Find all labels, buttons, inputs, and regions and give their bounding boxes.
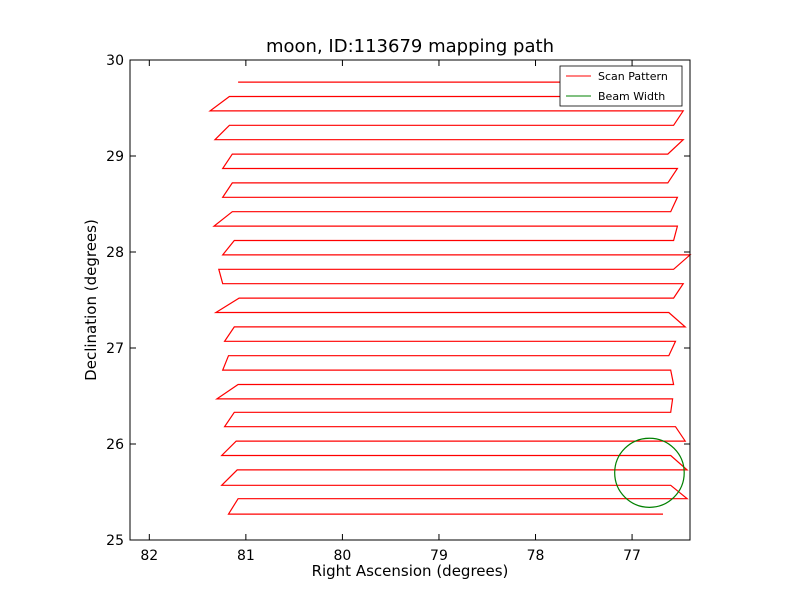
x-tick-label: 78 <box>527 548 545 564</box>
scan-pattern-line <box>208 81 692 515</box>
x-tick-label: 79 <box>430 548 448 564</box>
beam-width-circle <box>614 437 685 508</box>
legend: Scan Pattern Beam Width <box>559 65 683 107</box>
x-tick-label: 82 <box>140 548 158 564</box>
chart-title: moon, ID:113679 mapping path <box>266 36 554 57</box>
y-tick-label: 25 <box>106 533 124 549</box>
x-tick-label: 81 <box>237 548 255 564</box>
plot-frame <box>129 59 691 541</box>
data-layer <box>208 81 692 515</box>
x-tick-label: 77 <box>623 548 641 564</box>
y-tick-label: 26 <box>106 437 124 453</box>
y-tick-label: 29 <box>106 149 124 165</box>
legend-box <box>559 65 683 107</box>
legend-label-scan-pattern: Scan Pattern <box>598 70 668 83</box>
y-tick-label: 30 <box>106 53 124 69</box>
y-tick-label: 27 <box>106 341 124 357</box>
x-axis-label: Right Ascension (degrees) <box>312 562 509 580</box>
y-axis-label: Declination (degrees) <box>82 219 100 381</box>
legend-label-beam-width: Beam Width <box>598 90 665 103</box>
y-tick-label: 28 <box>106 245 124 261</box>
x-tick-label: 80 <box>333 548 351 564</box>
plot-area <box>130 60 690 540</box>
ticks: 82 81 80 79 78 77 25 26 27 28 29 30 <box>106 53 690 564</box>
